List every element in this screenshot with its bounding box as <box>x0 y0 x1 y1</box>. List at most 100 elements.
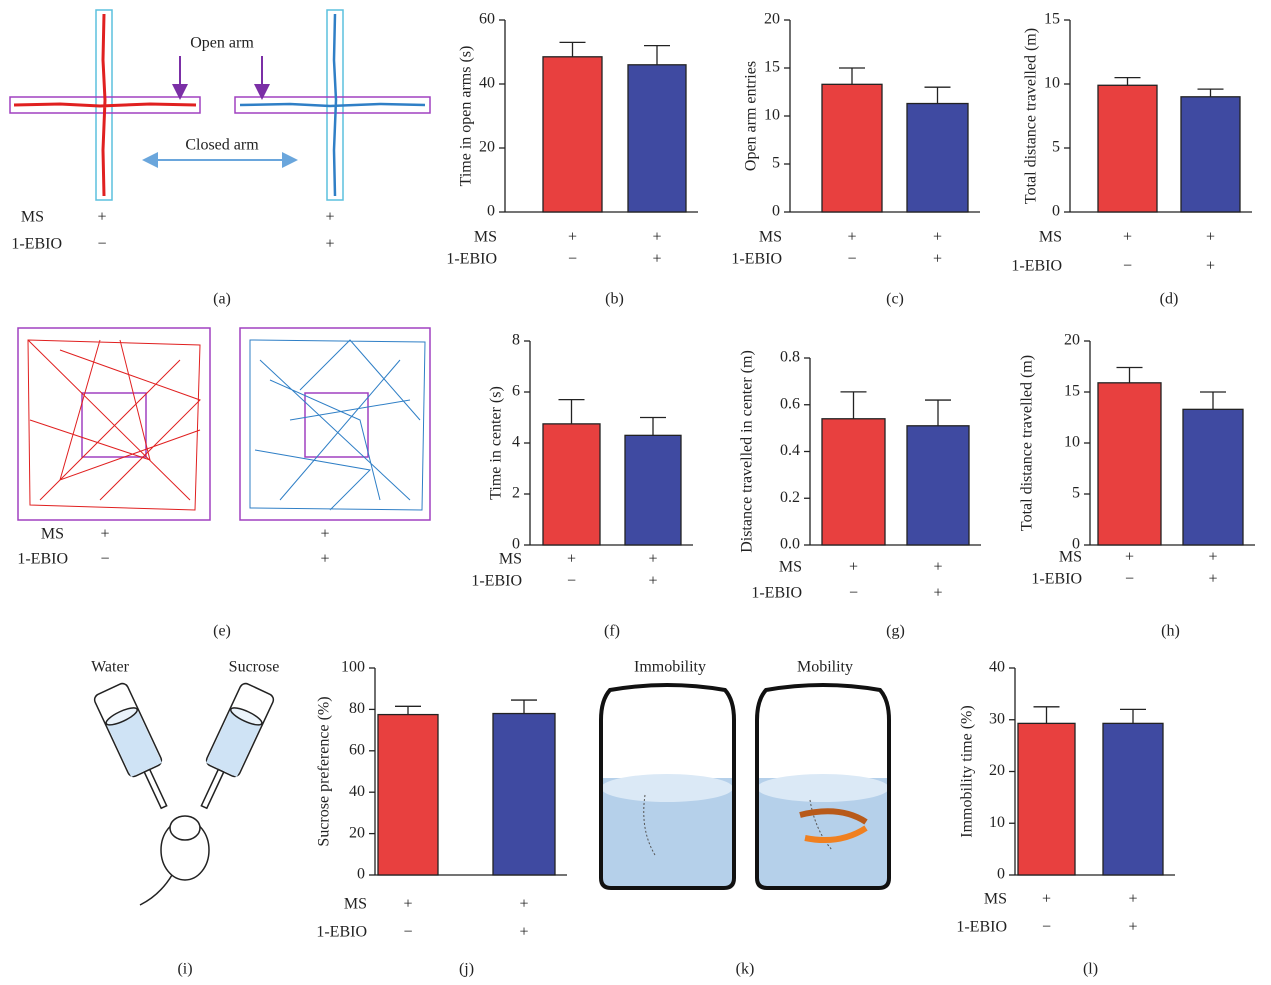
y-tick-label: 15 <box>764 59 780 76</box>
condition-value: + <box>933 229 942 246</box>
forced-swim-illustration <box>601 685 889 888</box>
bar <box>1098 383 1161 545</box>
panel-label: (j) <box>459 961 474 978</box>
condition-value: + <box>1123 229 1132 246</box>
sucrose-illustration <box>93 682 276 905</box>
condition-value: + <box>325 209 334 226</box>
y-axis-label: Sucrose preference (%) <box>316 696 333 846</box>
bar <box>543 57 602 212</box>
condition-value: + <box>933 585 942 602</box>
y-tick-label: 5 <box>772 155 780 172</box>
condition-value: + <box>1125 549 1134 566</box>
condition-name: 1-EBIO <box>1031 571 1082 588</box>
condition-name: 1-EBIO <box>446 251 497 268</box>
panel-label: (a) <box>213 291 231 308</box>
bar <box>1098 85 1157 212</box>
open-field-illustration <box>18 328 430 520</box>
condition-value: + <box>933 559 942 576</box>
y-tick-label: 40 <box>989 659 1005 676</box>
condition-value: + <box>519 924 528 941</box>
panel-label: (e) <box>213 623 231 640</box>
condition-value: + <box>1042 891 1051 908</box>
condition-value: + <box>1128 891 1137 908</box>
panel-label: (d) <box>1160 291 1179 308</box>
condition-name: MS <box>499 551 522 568</box>
condition-value: + <box>1208 571 1217 588</box>
bar <box>378 715 438 875</box>
condition-value: − <box>1123 258 1132 275</box>
condition-name: MS <box>474 229 497 246</box>
condition-name: 1-EBIO <box>731 251 782 268</box>
condition-value: − <box>847 251 856 268</box>
panel-label: (f) <box>604 623 620 640</box>
y-axis-label: Immobility time (%) <box>959 705 976 837</box>
y-tick-label: 0.8 <box>780 349 800 366</box>
condition-value: − <box>567 573 576 590</box>
y-tick-label: 0.4 <box>780 442 800 459</box>
condition-value: − <box>1042 919 1051 936</box>
condition-value: + <box>403 896 412 913</box>
condition-value: + <box>1208 549 1217 566</box>
annotation: Mobility <box>797 659 853 676</box>
panel-label: (b) <box>605 291 624 308</box>
panel-label: (i) <box>177 961 192 978</box>
y-tick-label: 10 <box>1044 75 1060 92</box>
y-tick-label: 40 <box>479 75 495 92</box>
condition-name: 1-EBIO <box>316 924 367 941</box>
condition-value: + <box>100 526 109 543</box>
condition-value: + <box>568 229 577 246</box>
y-tick-label: 30 <box>989 710 1005 727</box>
y-tick-label: 0 <box>487 203 495 220</box>
condition-name: MS <box>759 229 782 246</box>
y-tick-label: 0 <box>357 866 365 883</box>
y-axis-label: Time in center (s) <box>488 386 505 500</box>
panel-label: (c) <box>886 291 904 308</box>
bar <box>822 84 882 212</box>
condition-value: + <box>652 229 661 246</box>
y-tick-label: 80 <box>349 700 365 717</box>
bar <box>625 435 681 545</box>
bar <box>822 419 885 545</box>
y-tick-label: 20 <box>1064 332 1080 349</box>
panel-label: (g) <box>886 623 905 640</box>
condition-value: + <box>320 526 329 543</box>
bar <box>907 104 968 212</box>
condition-name: 1-EBIO <box>471 573 522 590</box>
condition-name: 1-EBIO <box>1011 258 1062 275</box>
y-tick-label: 0 <box>1052 203 1060 220</box>
condition-value: + <box>849 559 858 576</box>
condition-value: + <box>567 551 576 568</box>
condition-name: MS <box>984 891 1007 908</box>
annotation: Open arm <box>190 35 254 52</box>
condition-name: MS <box>344 896 367 913</box>
y-tick-label: 0 <box>997 866 1005 883</box>
condition-value: + <box>97 209 106 226</box>
y-tick-label: 20 <box>764 11 780 28</box>
y-tick-label: 10 <box>764 107 780 124</box>
y-tick-label: 0.2 <box>780 489 800 506</box>
condition-value: − <box>403 924 412 941</box>
panel-label: (h) <box>1161 623 1180 640</box>
condition-name: 1-EBIO <box>17 551 68 568</box>
y-tick-label: 20 <box>349 824 365 841</box>
y-tick-label: 0 <box>772 203 780 220</box>
condition-name: MS <box>1039 229 1062 246</box>
bar <box>1103 723 1163 875</box>
condition-name: 1-EBIO <box>11 236 62 253</box>
y-tick-label: 0.0 <box>780 536 800 553</box>
condition-name: MS <box>779 559 802 576</box>
condition-value: + <box>1206 229 1215 246</box>
condition-value: − <box>849 585 858 602</box>
y-tick-label: 100 <box>341 659 365 676</box>
condition-value: + <box>320 551 329 568</box>
y-tick-label: 20 <box>989 762 1005 779</box>
y-axis-label: Total distance travelled (m) <box>1023 28 1040 204</box>
annotation: Closed arm <box>185 137 259 154</box>
bar <box>907 426 969 545</box>
condition-value: − <box>100 551 109 568</box>
condition-name: 1-EBIO <box>956 919 1007 936</box>
condition-value: − <box>97 236 106 253</box>
panel-label: (k) <box>736 961 755 978</box>
y-tick-label: 8 <box>512 332 520 349</box>
condition-name: MS <box>21 209 44 226</box>
